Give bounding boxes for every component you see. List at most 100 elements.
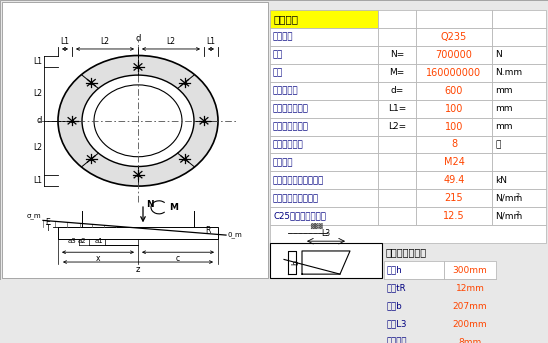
Text: 锚栓至底板边距: 锚栓至底板边距 [273,104,309,113]
Text: x: x [96,254,100,263]
Bar [492,64,546,82]
Text: a3: a3 [68,238,77,244]
Text: 8mm: 8mm [458,338,482,343]
Text: mm: mm [495,86,512,95]
Bar [378,46,416,64]
Text: kN: kN [495,176,507,185]
Bar [378,153,416,172]
Text: L2: L2 [33,90,42,98]
Bar [384,333,444,343]
Text: 200mm: 200mm [453,320,487,329]
Bar [378,135,416,153]
Text: 2: 2 [516,211,520,216]
Text: 12.5: 12.5 [443,211,465,221]
Text: 加劲肋尺寸输入: 加劲肋尺寸输入 [386,247,427,257]
Text: L1: L1 [33,57,42,66]
Bar [270,118,378,135]
Bar [378,82,416,99]
Text: N/mm: N/mm [495,194,522,203]
Bar [444,261,496,279]
Polygon shape [58,56,218,186]
Text: 300mm: 300mm [453,266,487,275]
Bar [492,207,546,225]
Text: M: M [169,203,178,212]
Text: L2: L2 [167,37,175,46]
Text: L3: L3 [322,229,330,238]
Bar [270,64,378,82]
Bar [378,172,416,189]
Text: d: d [135,34,141,43]
Text: N: N [146,200,153,209]
Text: 斜高b: 斜高b [387,301,403,311]
Bar [270,82,378,99]
Text: 600: 600 [445,86,463,96]
Text: 柱脚锚栓个数: 柱脚锚栓个数 [273,140,304,149]
Text: R: R [206,226,210,235]
Text: 焊脚尺寸: 焊脚尺寸 [387,338,408,343]
Bar [492,82,546,99]
Bar [384,261,444,279]
Text: N/mm: N/mm [495,212,522,221]
Text: L1: L1 [60,37,70,46]
Text: mm: mm [495,122,512,131]
Text: L1: L1 [33,176,42,185]
Bar [492,99,546,118]
Text: 高度h: 高度h [387,266,403,275]
Bar [492,118,546,135]
Text: 钢材材质: 钢材材质 [273,32,294,41]
Text: a2: a2 [78,238,87,244]
Bar [270,99,378,118]
Text: Q235: Q235 [441,32,467,42]
Text: mm: mm [495,104,512,113]
Text: L1: L1 [207,37,215,46]
Text: ▓▓▓: ▓▓▓ [310,223,322,229]
Text: M24: M24 [443,157,465,167]
Text: 207mm: 207mm [453,301,487,311]
Bar [416,135,492,153]
Text: N.mm: N.mm [495,68,522,77]
Bar [444,279,496,297]
Text: 2: 2 [516,193,520,198]
Bar [416,189,492,207]
Text: b: b [292,260,300,265]
Text: 100: 100 [445,104,463,114]
Bar [270,46,378,64]
Text: z: z [136,265,140,274]
Text: E: E [45,218,50,227]
Text: N=: N= [390,50,404,59]
Bar [58,227,218,239]
Text: d=: d= [390,86,404,95]
Bar [378,99,416,118]
Bar [444,297,496,315]
Text: 轴力: 轴力 [273,50,283,59]
Bar [378,207,416,225]
Bar [416,172,492,189]
Bar [492,28,546,46]
Text: 圆管柱直径: 圆管柱直径 [273,86,299,95]
Bar [378,28,416,46]
Bar [492,153,546,172]
Bar [270,10,378,28]
Bar [416,99,492,118]
Text: 个: 个 [495,140,500,149]
Text: T: T [45,224,50,233]
Text: 弯矩: 弯矩 [273,68,283,77]
Bar [378,64,416,82]
Bar [270,28,378,46]
Circle shape [58,56,218,186]
Bar [492,135,546,153]
Bar [416,118,492,135]
Bar [444,333,496,343]
Text: 700000: 700000 [436,50,472,60]
Bar [416,64,492,82]
Bar [416,46,492,64]
Bar [2,2,268,279]
Bar [444,315,496,333]
Bar [492,172,546,189]
Bar [270,243,382,279]
Text: 宽度L3: 宽度L3 [387,320,408,329]
Text: a1: a1 [94,238,103,244]
Bar [492,46,546,64]
Text: 锚栓抗拉承载力设计值: 锚栓抗拉承载力设计值 [273,176,324,185]
Text: 215: 215 [444,193,463,203]
